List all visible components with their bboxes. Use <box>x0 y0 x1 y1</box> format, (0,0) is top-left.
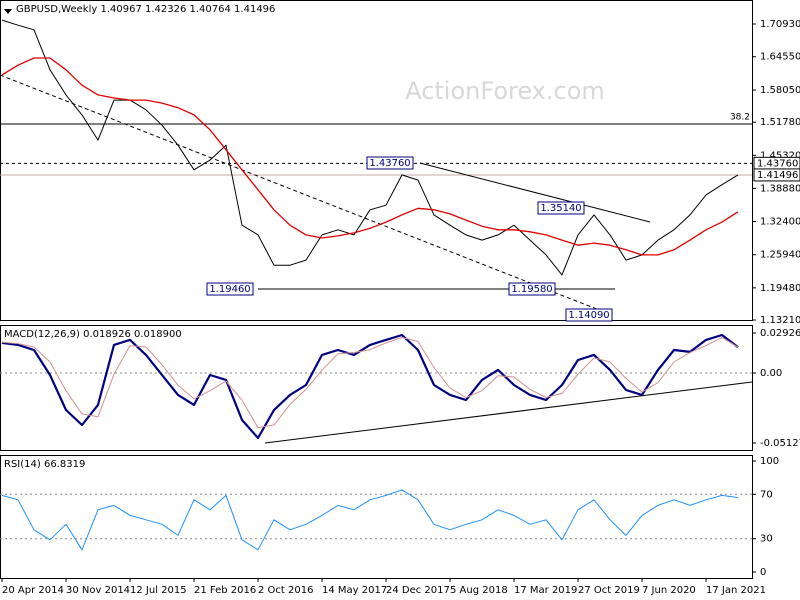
y-tick-label: 0 <box>760 567 766 578</box>
level-box <box>753 168 800 182</box>
x-tick-label: 17 Jan 2021 <box>706 585 766 596</box>
panel-title: MACD(12,26,9) 0.018926 0.018900 <box>4 329 182 340</box>
annotation: 1.43760 <box>369 158 410 169</box>
y-tick-label: 1.58050 <box>760 85 800 96</box>
x-tick-label: 20 Apr 2014 <box>2 585 64 596</box>
title-marker <box>4 9 12 14</box>
x-tick-label: 14 May 2017 <box>322 585 387 596</box>
trend-line <box>264 381 753 444</box>
level-label: 1.43760 <box>757 158 798 169</box>
y-tick-label: 1.25940 <box>760 250 800 261</box>
y-tick-label: 30 <box>760 534 773 545</box>
x-tick-label: 7 Jun 2020 <box>642 585 696 596</box>
x-tick-label: 12 Jul 2015 <box>130 585 187 596</box>
level-label: 1.41496 <box>757 170 798 181</box>
fib-label: 38.2 <box>730 113 750 123</box>
trend-line <box>0 74 613 316</box>
x-tick-label: 24 Dec 2017 <box>386 585 450 596</box>
y-tick-label: -0.051279 <box>760 438 800 449</box>
y-tick-label: 1.13210 <box>760 315 800 326</box>
series-line <box>1 336 739 429</box>
y-tick-label: 1.51780 <box>760 117 800 128</box>
x-tick-label: 21 Feb 2016 <box>194 585 256 596</box>
panel-frame <box>0 325 753 451</box>
annotation-box <box>206 282 254 296</box>
panel-title: RSI(14) 66.8319 <box>4 459 85 470</box>
y-tick-label: 70 <box>760 489 773 500</box>
annotation: 1.35140 <box>540 203 581 214</box>
annotation-box <box>508 282 556 296</box>
x-tick-label: 30 Nov 2014 <box>66 585 130 596</box>
x-tick-label: 27 Oct 2019 <box>578 585 640 596</box>
annotation: 1.19460 <box>209 284 250 295</box>
y-tick-label: 1.70930 <box>760 19 800 30</box>
series-line <box>1 57 739 256</box>
series-line <box>1 333 739 440</box>
y-tick-label: 1.32400 <box>760 217 800 228</box>
y-tick-label: 1.38880 <box>760 183 800 194</box>
y-tick-label: 100 <box>760 456 779 467</box>
y-tick-label: 1.19480 <box>760 283 800 294</box>
trend-line <box>419 162 651 223</box>
panel-frame <box>0 455 753 579</box>
panel-frame <box>0 0 753 321</box>
y-tick-label: 0.029261 <box>760 328 800 339</box>
annotation-box <box>565 308 613 322</box>
annotation: 1.14090 <box>568 310 609 321</box>
y-tick-label: 0.00 <box>760 368 782 379</box>
annotation: 1.19580 <box>511 284 552 295</box>
annotation-box <box>537 201 585 215</box>
y-tick-label: 1.64550 <box>760 52 800 63</box>
series-line <box>1 19 739 276</box>
y-tick-label: 1.45320 <box>760 150 800 161</box>
watermark: ActionForex.com <box>405 77 605 105</box>
series-line <box>1 489 739 551</box>
panel-title: GBPUSD,Weekly 1.40967 1.42326 1.40764 1.… <box>16 4 275 15</box>
x-tick-label: 5 Aug 2018 <box>450 585 508 596</box>
x-tick-label: 17 Mar 2019 <box>514 585 577 596</box>
x-tick-label: 2 Oct 2016 <box>258 585 313 596</box>
annotation-box <box>366 156 414 170</box>
